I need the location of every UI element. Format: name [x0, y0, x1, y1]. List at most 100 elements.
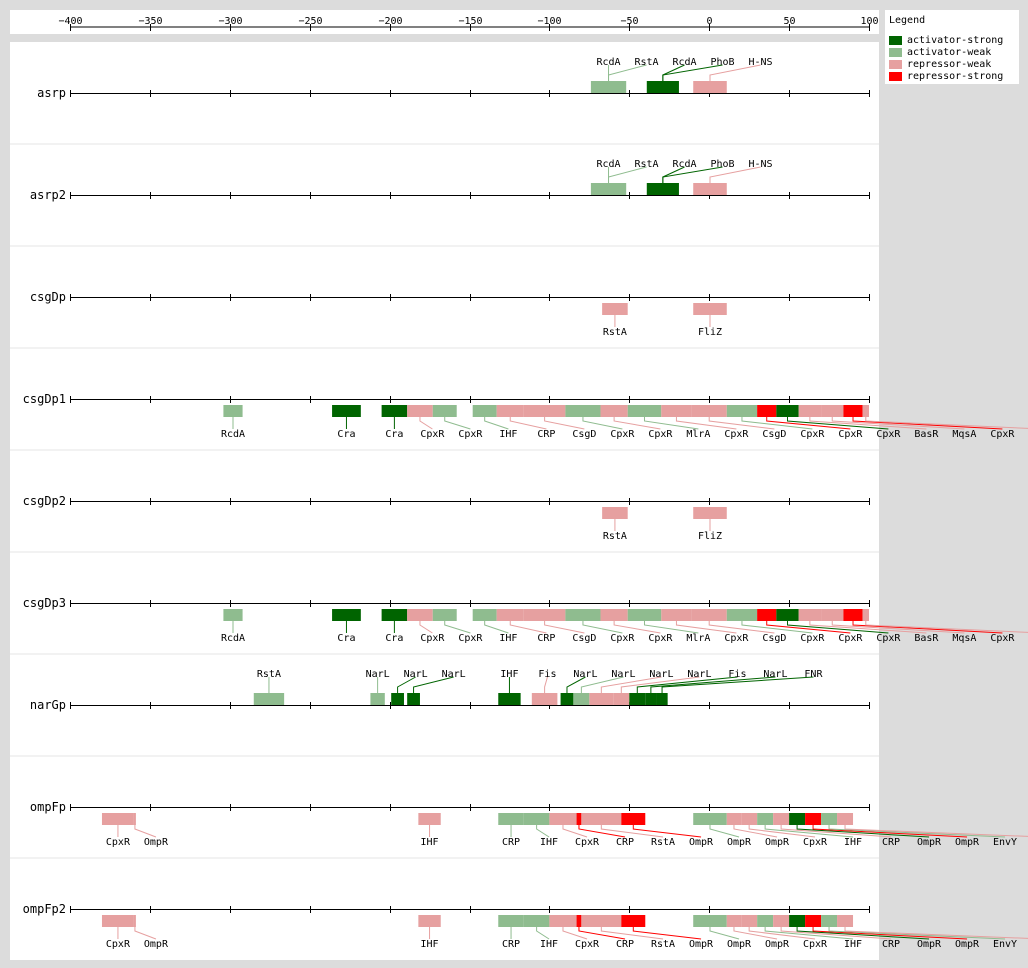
binding-site — [693, 915, 727, 927]
binding-site — [757, 405, 777, 417]
binding-site — [661, 609, 692, 621]
axis-tick-label: −300 — [218, 16, 242, 27]
binding-site — [370, 693, 385, 705]
site-leader — [844, 825, 1028, 837]
site-label: CpxR — [800, 429, 825, 440]
site-label: CpxR — [575, 939, 600, 950]
site-label: RcdA — [221, 429, 245, 440]
binding-site — [621, 915, 646, 927]
site-label: IHF — [844, 837, 862, 848]
binding-site — [581, 915, 622, 927]
site-leader — [796, 927, 930, 940]
site-label: EnvY — [993, 939, 1017, 950]
site-label: CpxR — [838, 633, 863, 644]
site-leader — [608, 166, 647, 183]
binding-site — [693, 507, 727, 519]
site-label: H-NS — [748, 159, 772, 170]
site-leader — [613, 417, 661, 430]
site-leader — [484, 417, 509, 430]
promoter-name: asrp2 — [30, 188, 66, 202]
binding-site — [645, 693, 657, 705]
promoter-name: csgDp3 — [23, 596, 66, 610]
site-label: CpxR — [458, 429, 483, 440]
promoter-name: ompFp — [30, 800, 66, 814]
site-leader — [613, 621, 661, 634]
site-leader — [764, 825, 854, 838]
site-label: CpxR — [838, 429, 863, 440]
legend-label: activator-strong — [907, 35, 1004, 46]
site-label: OmpR — [144, 837, 169, 848]
binding-site — [223, 405, 243, 417]
site-leader — [632, 825, 702, 838]
site-label: CpxR — [724, 429, 749, 440]
binding-site — [656, 693, 668, 705]
legend-swatch-activator-weak — [889, 48, 902, 57]
site-leader — [787, 417, 889, 430]
binding-site — [381, 405, 408, 417]
site-label: CRP — [537, 429, 555, 440]
site-leader — [636, 676, 738, 693]
binding-site — [496, 609, 524, 621]
legend: Legend activator-strong activator-weak r… — [885, 10, 1019, 84]
site-label: CRP — [616, 939, 634, 950]
site-leader — [709, 166, 761, 183]
axis-tick-label: −250 — [298, 16, 322, 27]
site-label: OmpR — [144, 939, 169, 950]
binding-site — [798, 405, 822, 417]
site-leader — [536, 825, 550, 838]
binding-site — [407, 609, 433, 621]
binding-site — [741, 915, 758, 927]
site-leader — [600, 825, 664, 838]
binding-site — [523, 813, 550, 825]
axis-tick-label: −100 — [537, 16, 561, 27]
promoter-name: ompFp2 — [23, 902, 66, 916]
binding-site — [418, 813, 441, 825]
site-label: CRP — [502, 939, 520, 950]
site-leader — [608, 64, 647, 81]
binding-site — [407, 405, 433, 417]
site-label: RstA — [651, 939, 675, 950]
site-label: EnvY — [993, 837, 1017, 848]
site-label: NarL — [611, 669, 635, 680]
site-leader — [852, 621, 1003, 634]
binding-site — [821, 609, 844, 621]
site-leader — [675, 621, 737, 634]
binding-site — [629, 693, 646, 705]
site-label: RstA — [651, 837, 675, 848]
site-leader — [444, 417, 471, 430]
site-leader — [444, 621, 471, 634]
site-label: CsgD — [762, 633, 786, 644]
binding-site — [693, 81, 727, 93]
site-label: IHF — [540, 939, 558, 950]
site-leader — [562, 927, 588, 940]
binding-site — [837, 915, 854, 927]
legend-label: repressor-weak — [907, 59, 992, 70]
site-label: Fis — [538, 669, 556, 680]
site-label: OmpR — [765, 939, 790, 950]
site-label: OmpR — [955, 939, 980, 950]
site-label: OmpR — [917, 837, 942, 848]
binding-site — [843, 405, 863, 417]
site-label: NarL — [573, 669, 597, 680]
site-leader — [741, 417, 813, 430]
site-leader — [787, 621, 889, 634]
axis-tick-label: 100 — [860, 16, 878, 27]
binding-site — [576, 813, 582, 825]
binding-site — [805, 813, 822, 825]
binding-site — [757, 609, 777, 621]
site-label: NarL — [649, 669, 673, 680]
promoter-name: asrp — [37, 86, 66, 100]
site-label: CpxR — [990, 429, 1015, 440]
binding-site — [496, 405, 524, 417]
axis-tick-label: 0 — [706, 16, 712, 27]
binding-site — [432, 405, 457, 417]
binding-site — [602, 507, 628, 519]
binding-site — [523, 609, 566, 621]
binding-site — [565, 609, 601, 621]
binding-site — [589, 693, 614, 705]
legend-item-activator-weak: activator-weak — [889, 47, 1019, 58]
site-leader — [662, 166, 723, 183]
site-label: CpxR — [106, 939, 131, 950]
site-label: RstA — [603, 327, 627, 338]
promoter-name: csgDp1 — [23, 392, 66, 406]
